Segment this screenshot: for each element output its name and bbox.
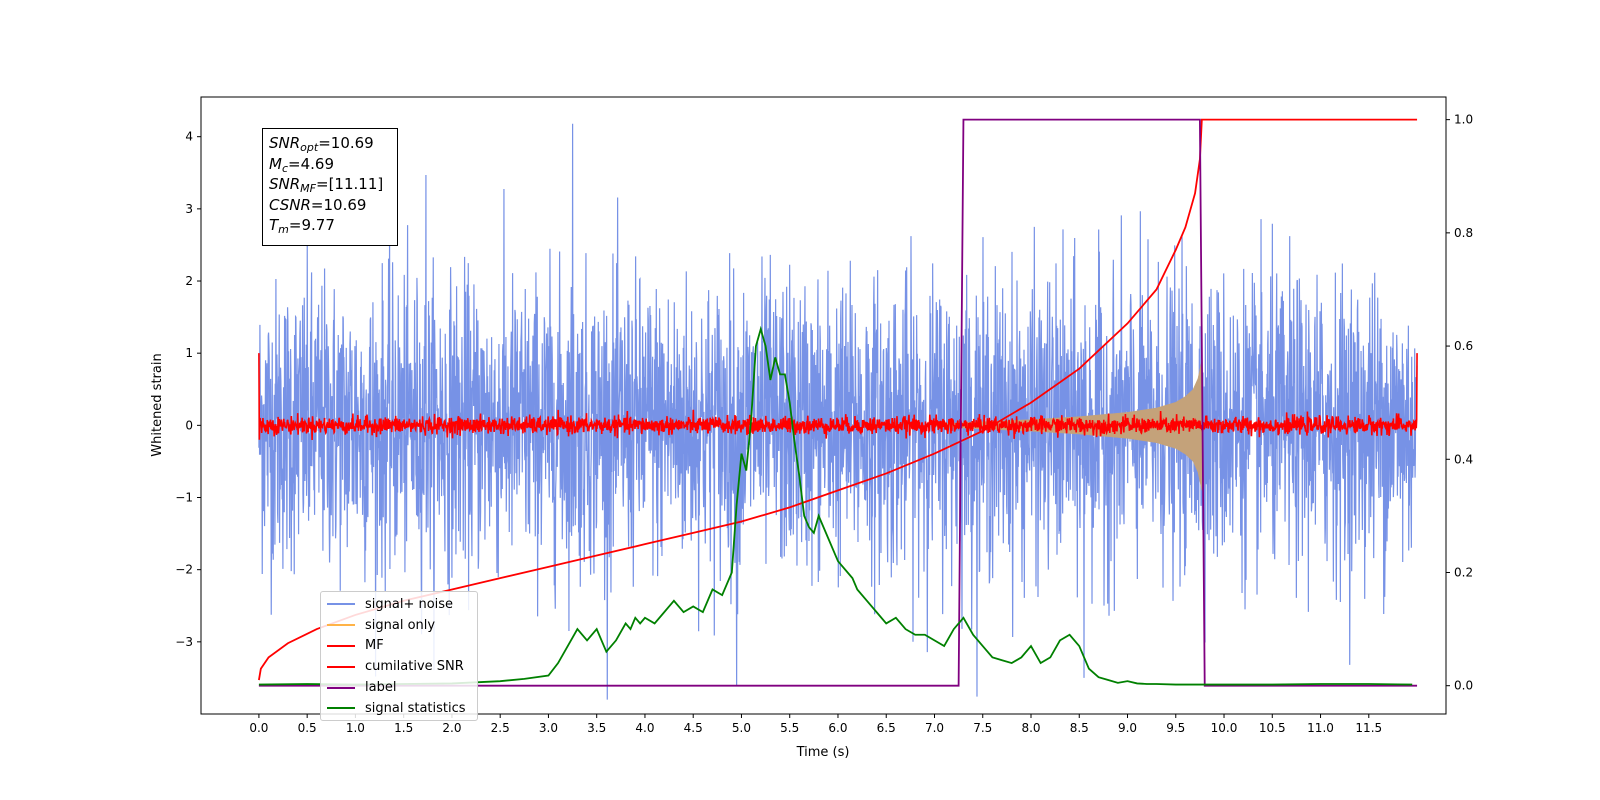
x-tick-label: 5.5 <box>780 721 799 735</box>
annotation-line: SNRMF=[11.11] <box>269 175 384 195</box>
legend-item: signal+ noise <box>327 594 471 615</box>
x-tick-label: 1.5 <box>394 721 413 735</box>
x-tick-label: 11.0 <box>1307 721 1334 735</box>
y-axis-label: Whitened strain <box>150 353 165 456</box>
legend-swatch <box>327 686 355 689</box>
x-tick-label: 10.5 <box>1259 721 1286 735</box>
y-right-tick-label: 1.0 <box>1454 113 1473 127</box>
y-right-tick-label: 0.0 <box>1454 679 1473 693</box>
x-tick-label: 9.0 <box>1118 721 1137 735</box>
legend-item: MF <box>327 636 471 657</box>
legend-label: label <box>365 680 397 696</box>
y-left-tick-label: −3 <box>175 635 193 649</box>
legend: signal+ noise signal only MF cumilative SNR… <box>320 591 478 721</box>
legend-label: signal only <box>365 617 436 633</box>
legend-item: label <box>327 677 471 698</box>
annotation-box: SNRopt=10.69 Mc=4.69 SNRMF=[11.11] CSNR=10.… <box>262 128 398 246</box>
series-signal-noise <box>258 123 1418 700</box>
y-left-tick-label: 1 <box>185 346 193 360</box>
x-tick-label: 10.0 <box>1211 721 1238 735</box>
y-left-tick-label: −2 <box>175 563 193 577</box>
x-tick-label: 4.5 <box>684 721 703 735</box>
x-tick-label: 7.0 <box>925 721 944 735</box>
x-tick-label: 3.0 <box>539 721 558 735</box>
series-label <box>258 118 1418 687</box>
y-left-tick-label: 2 <box>185 274 193 288</box>
annotation-line: CSNR=10.69 <box>269 195 367 214</box>
x-tick-label: 3.5 <box>587 721 606 735</box>
x-tick-label: 6.0 <box>828 721 847 735</box>
y-right-tick-label: 0.2 <box>1454 565 1473 579</box>
plot-frame <box>200 96 1447 715</box>
x-tick-label: 4.0 <box>635 721 654 735</box>
y-left-tick-label: 3 <box>185 202 193 216</box>
x-tick-label: 1.0 <box>346 721 365 735</box>
x-tick-label: 6.5 <box>877 721 896 735</box>
x-tick-label: 2.5 <box>491 721 510 735</box>
legend-swatch <box>327 603 355 606</box>
legend-item: cumilative SNR <box>327 656 471 677</box>
series-mf <box>258 353 1418 441</box>
legend-swatch <box>327 624 355 627</box>
y-left-tick-label: 0 <box>185 418 193 432</box>
legend-swatch <box>327 707 355 710</box>
x-tick-label: 2.0 <box>442 721 461 735</box>
y-left-tick-label: 4 <box>185 130 193 144</box>
legend-swatch <box>327 644 355 647</box>
legend-label: signal statistics <box>365 700 466 716</box>
y-left-tick-label: −1 <box>175 491 193 505</box>
x-axis-label: Time (s) <box>796 745 850 760</box>
x-tick-label: 5.0 <box>732 721 751 735</box>
x-tick-label: 8.5 <box>1070 721 1089 735</box>
y-right-tick-label: 0.8 <box>1454 226 1473 240</box>
legend-swatch <box>327 665 355 668</box>
y-right-tick-label: 0.6 <box>1454 339 1473 353</box>
x-tick-label: 0.5 <box>298 721 317 735</box>
legend-label: cumilative SNR <box>365 659 464 675</box>
legend-label: MF <box>365 638 384 654</box>
legend-item: signal only <box>327 615 471 636</box>
legend-label: signal+ noise <box>365 596 454 612</box>
x-tick-label: 0.0 <box>249 721 268 735</box>
annotation-line: Tm=9.77 <box>269 216 335 236</box>
x-tick-label: 11.5 <box>1355 721 1382 735</box>
y-right-tick-label: 0.4 <box>1454 452 1473 466</box>
x-tick-label: 7.5 <box>973 721 992 735</box>
x-tick-label: 9.5 <box>1166 721 1185 735</box>
annotation-line: Mc=4.69 <box>269 154 334 175</box>
x-tick-label: 8.0 <box>1021 721 1040 735</box>
legend-item: signal statistics <box>327 698 471 719</box>
series-signal-statistics <box>258 325 1413 686</box>
annotation-line: SNRopt=10.69 <box>269 134 374 154</box>
